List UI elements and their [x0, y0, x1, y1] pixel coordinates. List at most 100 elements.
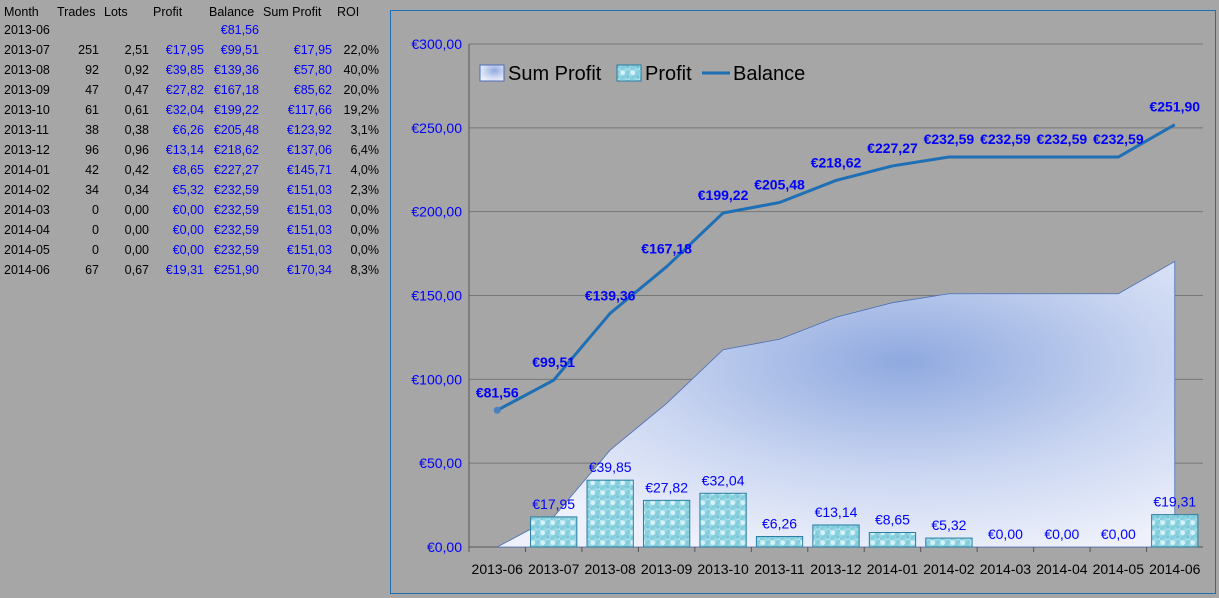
profit-bar	[755, 536, 804, 548]
y-tick-label: €150,00	[411, 288, 462, 304]
legend-label-profit: Profit	[645, 63, 692, 85]
balance-data-label: €251,90	[1149, 99, 1200, 115]
table-cell-lots: 0,34	[124, 183, 149, 197]
table-cell-trades: 47	[85, 83, 99, 97]
balance-data-label: €81,56	[476, 384, 519, 400]
balance-data-label: €167,18	[641, 241, 692, 257]
table-cell-trades: 34	[85, 183, 99, 197]
table-cell-sum: €117,66	[287, 103, 332, 117]
table-cell-roi: 4,0%	[350, 163, 380, 177]
table-cell-month: 2013-11	[4, 123, 49, 137]
table-cell-roi: 3,1%	[350, 123, 380, 137]
table-cell-profit: €27,82	[165, 83, 204, 97]
x-tick-label: 2014-05	[1093, 561, 1145, 577]
table-cell-trades: 0	[92, 203, 99, 217]
table-row: 2014-02 34 0,34 €5,32 €232,59 €151,03 2,3%	[0, 180, 390, 200]
table-cell-trades: 61	[85, 103, 99, 117]
table-cell-trades: 92	[85, 63, 99, 77]
y-tick-label: €50,00	[419, 455, 462, 471]
table-cell-profit: €0,00	[172, 243, 204, 257]
table-cell-sum: €170,34	[286, 263, 332, 277]
balance-data-label: €199,22	[698, 187, 749, 203]
table-cell-month: 2014-04	[4, 223, 50, 237]
table-cell-balance: €232,59	[213, 243, 259, 257]
table-cell-roi: 0,0%	[350, 223, 380, 237]
table-cell-profit: €8,65	[172, 163, 204, 177]
table-cell-trades: 0	[92, 223, 99, 237]
profit-data-label: €27,82	[645, 479, 688, 495]
table-cell-trades: 0	[92, 243, 99, 257]
table-cell-balance: €218,62	[213, 143, 259, 157]
profit-bar	[586, 479, 634, 548]
table-cell-profit: €32,04	[165, 103, 204, 117]
profit-bar	[642, 499, 691, 548]
balance-line	[496, 123, 1176, 412]
table-cell-lots: 0,00	[124, 243, 149, 257]
table-cell-month: 2013-08	[4, 63, 50, 77]
profit-bar	[925, 537, 973, 548]
balance-data-label: €232,59	[924, 131, 975, 147]
table-cell-trades: 96	[85, 143, 99, 157]
table-row: 2014-03 0 0,00 €0,00 €232,59 €151,03 0,0%	[0, 200, 390, 220]
table-cell-profit: €13,14	[165, 143, 204, 157]
profit-data-label: €39,85	[589, 459, 632, 475]
table-row: 2014-05 0 0,00 €0,00 €232,59 €151,03 0,0%	[0, 240, 390, 260]
header-roi: ROI	[337, 5, 360, 19]
table-row: 2013-07 251 2,51 €17,95 €99,51 €17,95 22,0%	[0, 40, 390, 60]
profit-data-label: €0,00	[1101, 526, 1136, 542]
header-trades: Trades	[57, 5, 96, 19]
table-cell-sum: €57,80	[293, 63, 332, 77]
x-tick-label: 2014-04	[1036, 561, 1088, 577]
table-cell-sum: €17,95	[293, 43, 332, 57]
sum-profit-area	[497, 260, 1176, 548]
balance-data-label: €218,62	[811, 154, 862, 170]
table-cell-profit: €5,32	[172, 183, 204, 197]
y-tick-label: €250,00	[411, 120, 462, 136]
profit-data-label: €0,00	[1044, 526, 1079, 542]
table-cell-sum: €145,71	[286, 163, 332, 177]
x-tick-label: 2013-08	[584, 561, 636, 577]
table-cell-balance: €227,27	[213, 163, 259, 177]
table-cell-balance: €167,18	[213, 83, 259, 97]
table-cell-lots: 2,51	[124, 43, 149, 57]
table-row: 2013-09 47 0,47 €27,82 €167,18 €85,62 20,0%	[0, 80, 390, 100]
balance-point	[493, 406, 501, 414]
table-cell-roi: 22,0%	[343, 43, 379, 57]
table-cell-lots: 0,00	[124, 223, 149, 237]
table-row: 2014-01 42 0,42 €8,65 €227,27 €145,71 4,0%	[0, 160, 390, 180]
table-cell-profit: €0,00	[172, 223, 204, 237]
table-cell-month: 2013-07	[4, 43, 50, 57]
profit-data-label: €17,95	[532, 496, 575, 512]
data-table: Month Trades Lots Profit Balance Sum Pro…	[0, 0, 390, 280]
table-cell-trades: 67	[85, 263, 99, 277]
table-cell-sum: €151,03	[286, 243, 332, 257]
table-cell-month: 2013-10	[4, 103, 50, 117]
table-cell-trades: 42	[85, 163, 99, 177]
table-cell-month: 2014-06	[4, 263, 50, 277]
x-tick-label: 2014-02	[923, 561, 975, 577]
table-cell-roi: 2,3%	[350, 183, 380, 197]
table-row: 2014-06 67 0,67 €19,31 €251,90 €170,34 8,3%	[0, 260, 390, 280]
profit-data-label: €8,65	[875, 511, 910, 527]
profit-bar	[868, 531, 917, 548]
table-cell-profit: €19,31	[165, 263, 204, 277]
profit-data-label: €32,04	[702, 472, 745, 488]
table-cell-lots: 0,61	[124, 103, 149, 117]
x-tick-label: 2013-09	[641, 561, 693, 577]
table-cell-sum: €137,06	[286, 143, 332, 157]
table-cell-lots: 0,67	[124, 263, 149, 277]
table-cell-balance: €205,48	[213, 123, 259, 137]
header-profit: Profit	[153, 5, 183, 19]
balance-data-label: €232,59	[1093, 131, 1144, 147]
balance-data-label: €232,59	[980, 131, 1031, 147]
legend-label-sum-profit: Sum Profit	[508, 63, 602, 85]
table-cell-month: 2013-12	[4, 143, 50, 157]
legend-swatch-profit	[616, 64, 642, 82]
table-row: 2014-04 0 0,00 €0,00 €232,59 €151,03 0,0%	[0, 220, 390, 240]
table-row: 2013-12 96 0,96 €13,14 €218,62 €137,06 6,4%	[0, 140, 390, 160]
table-cell-sum: €123,92	[286, 123, 332, 137]
table-cell-balance: €251,90	[213, 263, 259, 277]
table-cell-sum: €151,03	[286, 183, 332, 197]
table-cell-roi: 40,0%	[343, 63, 379, 77]
table-cell-roi: 0,0%	[350, 243, 380, 257]
